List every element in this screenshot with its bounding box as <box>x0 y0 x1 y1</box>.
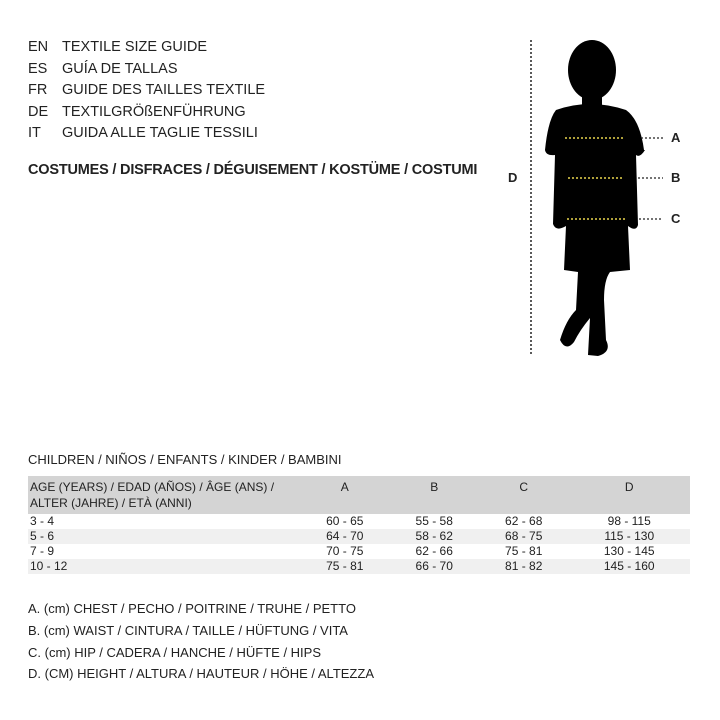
table-row: 10 - 12 75 - 81 66 - 70 81 - 82 145 - 160 <box>28 559 690 574</box>
cell: 58 - 62 <box>389 529 479 544</box>
cell: 75 - 81 <box>300 559 390 574</box>
title-text: TEXTILE SIZE GUIDE <box>62 39 208 55</box>
cell: 10 - 12 <box>28 559 300 574</box>
cell: 66 - 70 <box>389 559 479 574</box>
header-age: AGE (YEARS) / EDAD (AÑOS) / ÂGE (ANS) / … <box>28 476 300 514</box>
header-d: D <box>568 476 690 514</box>
cell: 115 - 130 <box>568 529 690 544</box>
category-heading: COSTUMES / DISFRACES / DÉGUISEMENT / KOS… <box>28 162 478 178</box>
table-header: AGE (YEARS) / EDAD (AÑOS) / ÂGE (ANS) / … <box>28 476 690 514</box>
child-silhouette <box>545 40 645 356</box>
cell: 64 - 70 <box>300 529 390 544</box>
label-a: A <box>671 130 681 145</box>
cell: 68 - 75 <box>478 529 569 544</box>
title-es: ES GUÍA DE TALLAS <box>28 59 178 81</box>
child-silhouette-diagram <box>530 40 663 356</box>
cell: 75 - 81 <box>505 544 543 558</box>
cell: 81 - 82 <box>478 559 569 574</box>
lang-code: ES <box>28 60 48 77</box>
table-row: 7 - 9 70 - 75 62 - 66 75 - 81 130 - 145 <box>28 544 690 559</box>
size-table: AGE (YEARS) / EDAD (AÑOS) / ÂGE (ANS) / … <box>28 476 690 574</box>
label-b: B <box>671 170 681 185</box>
section-heading: CHILDREN / NIÑOS / ENFANTS / KINDER / BA… <box>28 452 342 467</box>
cell: 62 - 66 <box>415 544 453 558</box>
cell: 70 - 75 <box>326 544 364 558</box>
cell: 145 - 160 <box>568 559 690 574</box>
label-c: C <box>671 211 681 226</box>
table-row: 3 - 4 60 - 65 55 - 58 62 - 68 98 - 115 <box>28 514 690 529</box>
legend-b: B. (cm) WAIST / CINTURA / TAILLE / HÜFTU… <box>28 623 348 638</box>
title-it: IT GUIDA ALLE TAGLIE TESSILI <box>28 123 258 145</box>
measure-lines-outer <box>638 137 663 220</box>
cell: 55 - 58 <box>415 514 453 528</box>
label-d: D <box>508 170 518 185</box>
header-a: A <box>300 476 390 514</box>
measure-lines-inner <box>565 137 625 220</box>
lang-code: FR <box>28 82 48 98</box>
title-fr: FR GUIDE DES TAILLES TEXTILE <box>28 80 265 102</box>
cell: 7 - 9 <box>30 544 55 558</box>
lang-code: EN <box>28 39 49 55</box>
title-de: DE TEXTILGRÖßENFÜHRUNG <box>28 102 246 124</box>
cell: 5 - 6 <box>28 529 300 544</box>
header-c: C <box>478 476 569 514</box>
cell: 62 - 68 <box>505 514 543 528</box>
cell: 3 - 4 <box>30 514 55 528</box>
legend-c: C. (cm) HIP / CADERA / HANCHE / HÜFTE / … <box>28 645 322 660</box>
lang-code: IT <box>28 125 41 141</box>
title-text: GUIDE DES TAILLES TEXTILE <box>62 82 266 98</box>
title-text: TEXTILGRÖßENFÜHRUNG <box>62 103 246 120</box>
legend-a: A. (cm) CHEST / PECHO / POITRINE / TRUHE… <box>28 601 356 616</box>
title-en: EN TEXTILE SIZE GUIDE <box>28 37 207 59</box>
cell: 98 - 115 <box>607 514 651 528</box>
title-text: GUIDA ALLE TAGLIE TESSILI <box>62 125 258 141</box>
cell: 60 - 65 <box>326 514 364 528</box>
table-row: 5 - 6 64 - 70 58 - 62 68 - 75 115 - 130 <box>28 529 690 544</box>
cell: 130 - 145 <box>603 544 655 558</box>
lang-code: DE <box>28 103 49 120</box>
legend-d: D. (CM) HEIGHT / ALTURA / HAUTEUR / HÖHE… <box>28 666 374 681</box>
title-text: GUÍA DE TALLAS <box>62 60 178 77</box>
header-b: B <box>389 476 479 514</box>
